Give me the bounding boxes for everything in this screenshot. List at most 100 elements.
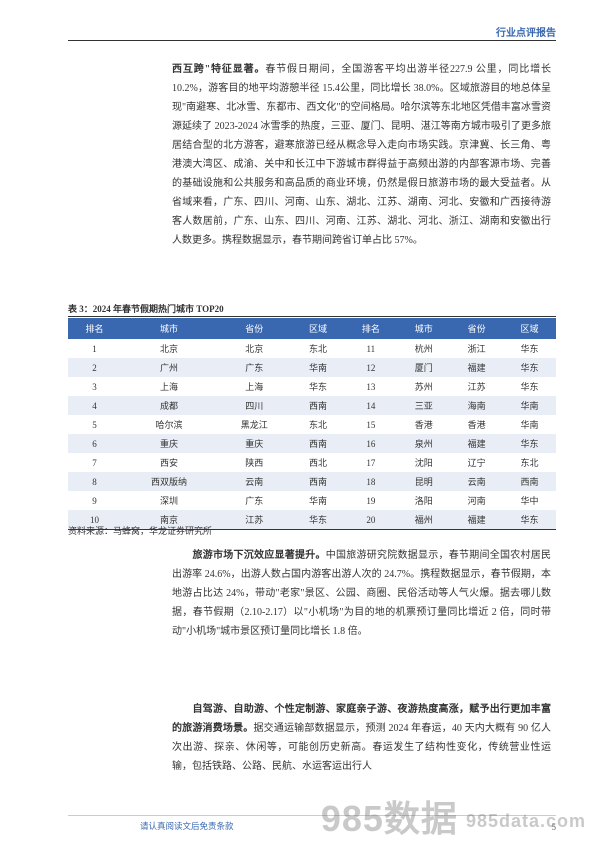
table-cell: 华南 — [292, 491, 345, 510]
table-cell: 杭州 — [397, 339, 450, 358]
table-cell: 沈阳 — [397, 453, 450, 472]
table-cell: 华东 — [503, 358, 556, 377]
table-row: 9深圳广东华南19洛阳河南华中 — [68, 491, 556, 510]
table-cell: 广州 — [121, 358, 217, 377]
para2-text: 中国旅游研究院数据显示，春节期间全国农村居民出游率 24.6%，出游人数占国内游… — [172, 550, 551, 637]
watermark: 985数据 985data.com — [321, 790, 586, 842]
table-cell: 东北 — [292, 415, 345, 434]
para2-bold: 旅游市场下沉效应显著提升。 — [193, 550, 326, 561]
table-cell: 西北 — [292, 453, 345, 472]
table-cell: 华中 — [503, 491, 556, 510]
watermark-main: 985数据 — [321, 798, 458, 839]
table-cell: 西安 — [121, 453, 217, 472]
table-row: 3上海上海华东13苏州江苏华东 — [68, 377, 556, 396]
table-cell: 福建 — [450, 510, 503, 530]
table-cell: 成都 — [121, 396, 217, 415]
table-row: 4成都四川西南14三亚海南华南 — [68, 396, 556, 415]
table-cell: 福建 — [450, 434, 503, 453]
table-cell: 9 — [68, 491, 121, 510]
table-cell: 8 — [68, 472, 121, 491]
th-rank1: 排名 — [68, 318, 121, 339]
th-province1: 省份 — [217, 318, 292, 339]
para1-text: 春节假日期间，全国游客平均出游半径227.9 公里，同比增长 10.2%，游客目… — [172, 64, 551, 246]
table-cell: 浙江 — [450, 339, 503, 358]
watermark-sub: 985data.com — [466, 811, 586, 831]
table-cell: 福建 — [450, 358, 503, 377]
table-row: 2广州广东华南12厦门福建华东 — [68, 358, 556, 377]
table-cell: 16 — [344, 434, 397, 453]
table-cell: 20 — [344, 510, 397, 530]
header-title: 行业点评报告 — [496, 24, 556, 39]
table-header-row: 排名 城市 省份 区域 排名 城市 省份 区域 — [68, 318, 556, 339]
table-cell: 15 — [344, 415, 397, 434]
table-cell: 19 — [344, 491, 397, 510]
table-cell: 辽宁 — [450, 453, 503, 472]
table-row: 7西安陕西西北17沈阳辽宁东北 — [68, 453, 556, 472]
table-row: 8西双版纳云南西南18昆明云南西南 — [68, 472, 556, 491]
table-cell: 2 — [68, 358, 121, 377]
header-divider — [68, 40, 556, 41]
table-cell: 四川 — [217, 396, 292, 415]
table-cell: 华东 — [292, 510, 345, 530]
table-cell: 东北 — [503, 453, 556, 472]
table-cell: 西南 — [292, 396, 345, 415]
th-rank2: 排名 — [344, 318, 397, 339]
table-top-border — [68, 316, 556, 317]
table-cell: 14 — [344, 396, 397, 415]
table-cell: 北京 — [217, 339, 292, 358]
th-region2: 区域 — [503, 318, 556, 339]
paragraph-3: 自驾游、自助游、个性定制游、家庭亲子游、夜游热度高涨，赋予出行更加丰富的旅游消费… — [172, 700, 551, 776]
table-cell: 18 — [344, 472, 397, 491]
table-cell: 广东 — [217, 491, 292, 510]
table-source: 资料来源：马蜂窝，华龙证券研究所 — [68, 524, 212, 537]
paragraph-2: 旅游市场下沉效应显著提升。中国旅游研究院数据显示，春节期间全国农村居民出游率 2… — [172, 546, 551, 641]
table-cell: 华南 — [503, 415, 556, 434]
th-city1: 城市 — [121, 318, 217, 339]
table-cell: 陕西 — [217, 453, 292, 472]
table-row: 5哈尔滨黑龙江东北15香港香港华南 — [68, 415, 556, 434]
table-cell: 11 — [344, 339, 397, 358]
table-cell: 厦门 — [397, 358, 450, 377]
table-cell: 6 — [68, 434, 121, 453]
table-row: 1北京北京东北11杭州浙江华东 — [68, 339, 556, 358]
table-cell: 西双版纳 — [121, 472, 217, 491]
table-cell: 洛阳 — [397, 491, 450, 510]
table-cell: 重庆 — [217, 434, 292, 453]
table-cell: 西南 — [503, 472, 556, 491]
table-cell: 3 — [68, 377, 121, 396]
table-cell: 香港 — [397, 415, 450, 434]
table-cell: 西南 — [292, 472, 345, 491]
table-cell: 1 — [68, 339, 121, 358]
th-province2: 省份 — [450, 318, 503, 339]
th-region1: 区域 — [292, 318, 345, 339]
para1-bold: 西互跨"特征显著。 — [172, 64, 265, 75]
table-cell: 泉州 — [397, 434, 450, 453]
hotcity-table: 排名 城市 省份 区域 排名 城市 省份 区域 1北京北京东北11杭州浙江华东2… — [68, 318, 556, 530]
table-cell: 深圳 — [121, 491, 217, 510]
table-cell: 重庆 — [121, 434, 217, 453]
table-cell: 福州 — [397, 510, 450, 530]
table-cell: 13 — [344, 377, 397, 396]
table-cell: 江苏 — [450, 377, 503, 396]
table-cell: 黑龙江 — [217, 415, 292, 434]
table-cell: 东北 — [292, 339, 345, 358]
table-cell: 华东 — [503, 434, 556, 453]
table-cell: 华东 — [503, 339, 556, 358]
table-cell: 苏州 — [397, 377, 450, 396]
footer-text: 请认真阅读文后免责条款 — [140, 820, 234, 832]
table-title: 表 3：2024 年春节假期热门城市 TOP20 — [68, 302, 224, 315]
table-cell: 华东 — [292, 377, 345, 396]
table-cell: 12 — [344, 358, 397, 377]
table-cell: 华东 — [503, 510, 556, 530]
table-cell: 7 — [68, 453, 121, 472]
table-cell: 5 — [68, 415, 121, 434]
table-row: 6重庆重庆西南16泉州福建华东 — [68, 434, 556, 453]
table-cell: 上海 — [121, 377, 217, 396]
table-cell: 华南 — [292, 358, 345, 377]
table-cell: 哈尔滨 — [121, 415, 217, 434]
table-cell: 4 — [68, 396, 121, 415]
table-cell: 海南 — [450, 396, 503, 415]
table-cell: 三亚 — [397, 396, 450, 415]
table-cell: 香港 — [450, 415, 503, 434]
paragraph-1: 西互跨"特征显著。春节假日期间，全国游客平均出游半径227.9 公里，同比增长 … — [172, 60, 551, 250]
